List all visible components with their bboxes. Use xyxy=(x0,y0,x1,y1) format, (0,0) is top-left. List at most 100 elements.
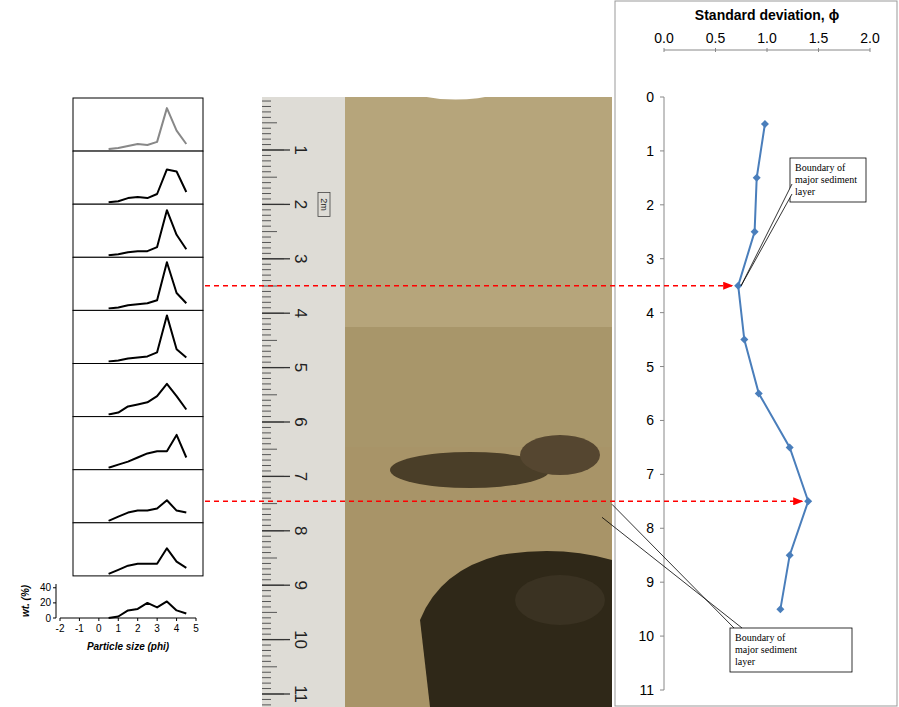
ruler-minor-tick xyxy=(262,666,277,667)
ruler-minor-tick xyxy=(262,704,271,705)
ruler-minor-tick xyxy=(262,209,271,210)
ruler-minor-tick xyxy=(262,231,277,232)
ruler-minor-tick xyxy=(262,688,271,689)
panel-frame xyxy=(38,578,210,692)
value-tick-label: 0.5 xyxy=(706,30,726,46)
panel-frame xyxy=(73,417,203,470)
grain-size-curve xyxy=(109,108,187,149)
ruler-minor-tick xyxy=(262,563,271,564)
curve-group xyxy=(109,548,187,574)
x-tick-label: -2 xyxy=(56,623,65,634)
grain-size-curve xyxy=(109,548,187,574)
ruler-minor-tick xyxy=(262,171,271,172)
core-photo xyxy=(345,88,612,707)
ruler-label: 7 xyxy=(291,472,310,481)
ruler-minor-tick xyxy=(262,220,271,221)
ruler-tick xyxy=(262,693,290,694)
std-dev-marker xyxy=(786,551,794,559)
ruler-minor-tick xyxy=(262,699,271,700)
ruler-minor-tick xyxy=(262,155,271,156)
depth-tick-label: 11 xyxy=(639,682,654,698)
depth-tick xyxy=(660,150,664,151)
depth-tick xyxy=(660,97,664,98)
distribution-panel xyxy=(73,310,203,363)
ruler-minor-tick xyxy=(262,356,271,357)
ruler-minor-tick xyxy=(262,389,271,390)
depth-tick-label: 3 xyxy=(646,251,654,267)
value-tick-label: 1.0 xyxy=(757,30,777,46)
grain-size-curve xyxy=(109,601,187,618)
ruler-minor-tick xyxy=(262,601,271,602)
ruler-minor-tick xyxy=(262,443,271,444)
ruler-minor-tick xyxy=(262,111,271,112)
ruler-minor-tick xyxy=(262,481,271,482)
sediment xyxy=(345,97,612,707)
ruler-minor-tick xyxy=(262,307,271,308)
panel-frame xyxy=(73,151,203,204)
ruler-minor-tick xyxy=(262,568,271,569)
ruler-minor-tick xyxy=(262,383,271,384)
curve-group xyxy=(109,169,187,202)
distribution-panel xyxy=(73,257,203,310)
y-tick-label: 20 xyxy=(40,597,52,608)
ruler-tick xyxy=(262,149,290,150)
std-dev-chart: Standard deviation, ϕ012345678910110.00.… xyxy=(615,1,897,706)
figure: 12345678910112m-2-101234502040Particle s… xyxy=(0,0,899,707)
ruler-tick xyxy=(262,258,290,259)
ruler-tick xyxy=(262,421,290,422)
ruler-minor-tick xyxy=(262,509,271,510)
ruler-minor-tick xyxy=(262,525,271,526)
ruler-minor-tick xyxy=(262,558,277,559)
distribution-panel xyxy=(73,151,203,204)
value-axis xyxy=(664,50,870,51)
value-tick-label: 1.5 xyxy=(809,30,829,46)
curve-group xyxy=(109,315,187,361)
grain-size-curve xyxy=(109,435,187,468)
curve-group xyxy=(109,500,187,521)
curve-group xyxy=(109,384,187,415)
ruler-minor-tick xyxy=(262,498,271,499)
x-tick xyxy=(79,618,80,621)
panel-frame xyxy=(73,364,203,417)
annotation-line: major sediment xyxy=(795,174,857,185)
ruler-tick xyxy=(262,204,290,205)
sediment-middle-layer xyxy=(345,327,612,447)
x-tick xyxy=(196,618,197,621)
depth-tick xyxy=(660,366,664,367)
ruler-minor-tick xyxy=(262,672,271,673)
x-tick xyxy=(118,618,119,621)
std-dev-marker xyxy=(786,443,794,451)
depth-tick xyxy=(660,204,664,205)
ruler-minor-tick xyxy=(262,247,271,248)
x-tick xyxy=(98,618,99,621)
callout-leader xyxy=(602,517,742,628)
x-tick-label: 4 xyxy=(174,623,180,634)
x-tick-label: 5 xyxy=(193,623,199,634)
ruler-minor-tick xyxy=(262,460,271,461)
ruler-label: 2 xyxy=(291,200,310,209)
ruler-minor-tick xyxy=(262,101,271,102)
ruler-label: 11 xyxy=(291,685,310,703)
ruler-minor-tick xyxy=(262,394,277,395)
ruler-minor-tick xyxy=(262,188,271,189)
curve-group xyxy=(109,601,187,618)
depth-tick xyxy=(660,690,664,691)
ruler-minor-tick xyxy=(262,579,271,580)
ruler: 12345678910112m xyxy=(262,97,345,707)
panel-frame xyxy=(73,523,203,576)
ruler-minor-tick xyxy=(262,416,271,417)
ruler-tick xyxy=(262,367,290,368)
depth-tick-label: 1 xyxy=(646,143,654,159)
ruler-minor-tick xyxy=(262,139,271,140)
distribution-panel: -2-101234502040Particle size (phi)wt. (%… xyxy=(20,578,210,692)
callout-pointer xyxy=(741,184,792,286)
panel-frame xyxy=(73,98,203,151)
dark-patch xyxy=(515,575,605,625)
depth-tick-label: 8 xyxy=(646,520,654,536)
x-tick-label: 2 xyxy=(135,623,141,634)
x-tick xyxy=(157,618,158,621)
ruler-tick xyxy=(262,313,290,314)
ruler-minor-tick xyxy=(262,596,271,597)
ruler-minor-tick xyxy=(262,503,277,504)
y-axis-title: wt. (%) xyxy=(20,584,31,617)
